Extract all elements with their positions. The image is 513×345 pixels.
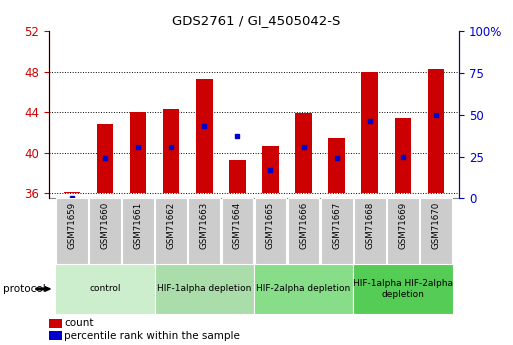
Bar	[55, 264, 154, 314]
Bar	[254, 264, 353, 314]
Bar	[155, 198, 187, 264]
Bar	[362, 72, 378, 193]
Bar	[387, 198, 419, 264]
Text: HIF-1alpha depletion: HIF-1alpha depletion	[157, 284, 251, 294]
Bar	[130, 112, 146, 193]
Bar	[428, 69, 444, 193]
Text: GSM71661: GSM71661	[133, 201, 143, 249]
Text: GSM71664: GSM71664	[233, 201, 242, 249]
Text: GSM71659: GSM71659	[67, 201, 76, 249]
Bar	[394, 118, 411, 193]
Text: control: control	[89, 284, 121, 294]
Bar	[64, 192, 80, 193]
Text: GSM71666: GSM71666	[299, 201, 308, 249]
Text: HIF-2alpha depletion: HIF-2alpha depletion	[256, 284, 351, 294]
Text: count: count	[64, 318, 94, 328]
Bar	[97, 124, 113, 193]
Text: GSM71668: GSM71668	[365, 201, 374, 249]
Bar	[295, 113, 312, 193]
Bar	[420, 198, 452, 264]
Bar	[328, 138, 345, 193]
Bar	[222, 198, 253, 264]
Text: percentile rank within the sample: percentile rank within the sample	[64, 331, 240, 341]
Text: GSM71663: GSM71663	[200, 201, 209, 249]
Bar	[353, 264, 452, 314]
Bar	[288, 198, 320, 264]
Bar	[354, 198, 386, 264]
Text: GSM71667: GSM71667	[332, 201, 341, 249]
Text: GSM71665: GSM71665	[266, 201, 275, 249]
Text: GDS2761 / GI_4505042-S: GDS2761 / GI_4505042-S	[172, 14, 341, 27]
Bar	[122, 198, 154, 264]
Text: HIF-1alpha HIF-2alpha
depletion: HIF-1alpha HIF-2alpha depletion	[353, 279, 453, 299]
Text: GSM71660: GSM71660	[101, 201, 109, 249]
Text: GSM71669: GSM71669	[399, 201, 407, 249]
Bar	[188, 198, 220, 264]
Bar	[321, 198, 352, 264]
Text: protocol: protocol	[3, 284, 45, 294]
Bar	[56, 198, 88, 264]
Text: GSM71662: GSM71662	[167, 201, 175, 249]
Bar	[229, 160, 246, 193]
Bar	[196, 79, 212, 193]
Bar	[254, 198, 286, 264]
Text: GSM71670: GSM71670	[431, 201, 441, 249]
Bar	[154, 264, 254, 314]
Bar	[163, 109, 180, 193]
Bar	[262, 146, 279, 193]
Bar	[89, 198, 121, 264]
